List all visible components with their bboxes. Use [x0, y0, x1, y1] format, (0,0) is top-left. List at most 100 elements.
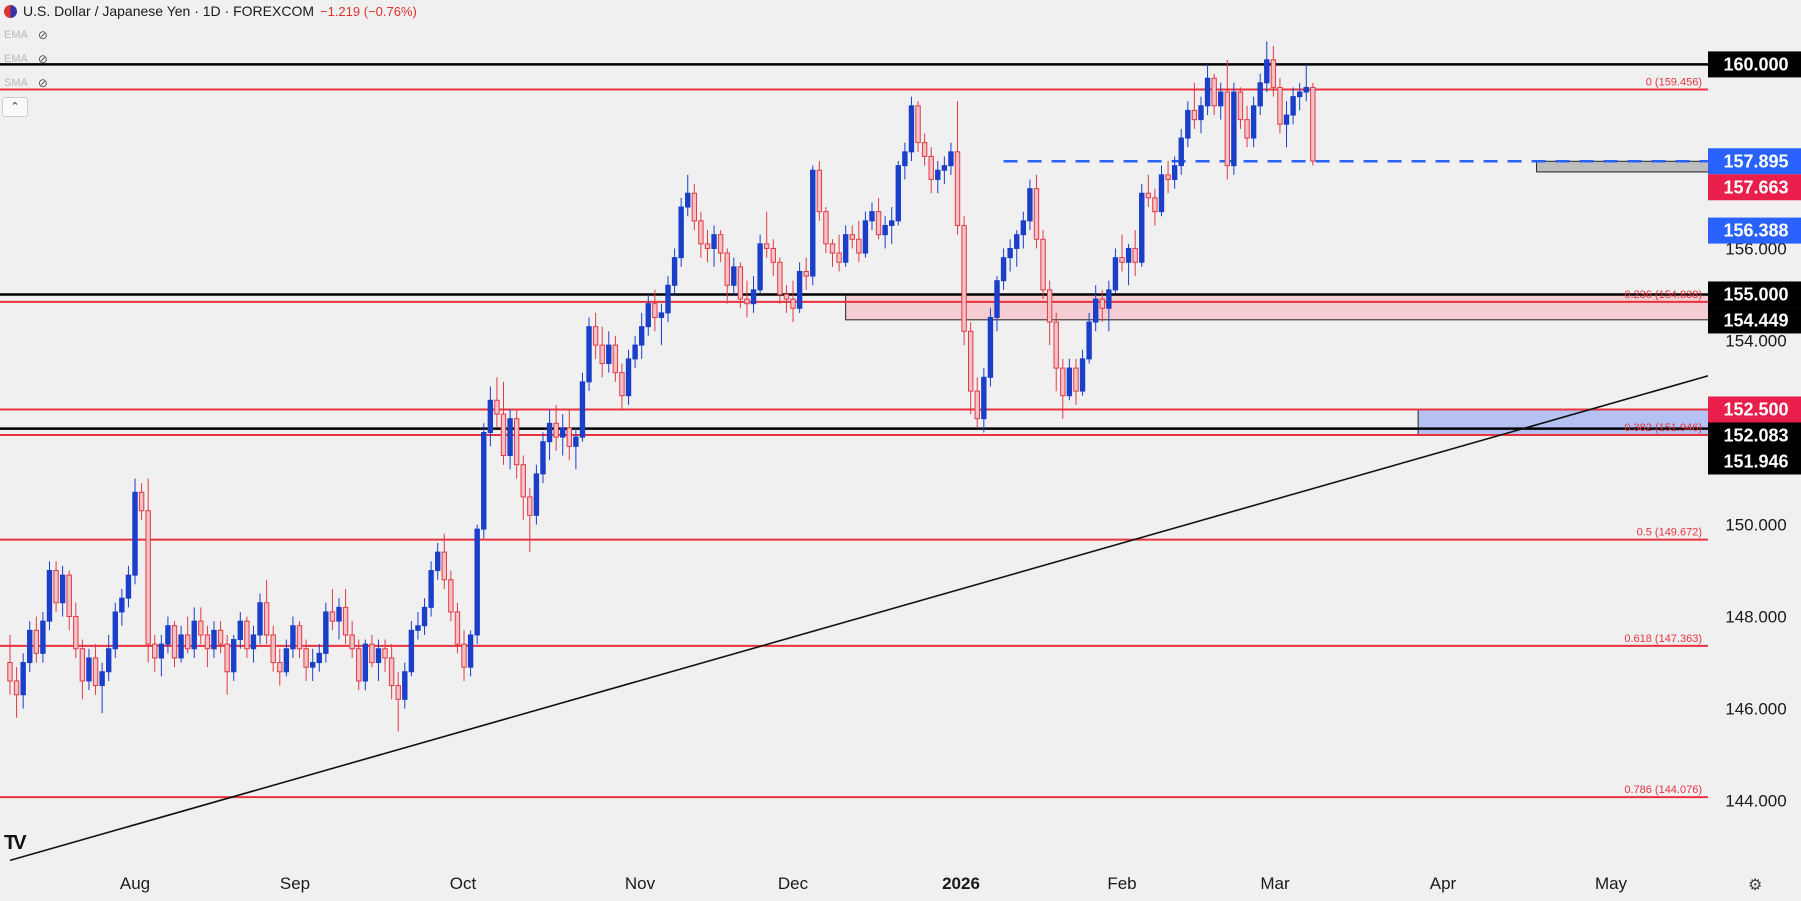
- candle: [606, 331, 612, 373]
- candle-body: [1257, 82, 1263, 107]
- indicator-sma[interactable]: SMA ⊘: [4, 76, 48, 90]
- price-label-box: [1708, 217, 1801, 244]
- candle-body: [586, 326, 592, 383]
- candle: [586, 317, 592, 392]
- candle: [435, 542, 441, 580]
- candle: [540, 432, 546, 484]
- time-tick-label: Nov: [625, 874, 656, 893]
- candle-body: [1007, 247, 1013, 259]
- candle-body: [691, 192, 698, 222]
- price-label-box: [1708, 174, 1801, 201]
- candle-body: [1125, 247, 1132, 263]
- candle-body: [823, 211, 829, 245]
- collapse-legend-button[interactable]: ⌃: [2, 97, 28, 117]
- candle: [395, 671, 401, 732]
- symbol-title[interactable]: U.S. Dollar / Japanese Yen · 1D · FOREXC…: [23, 3, 314, 19]
- candle: [560, 414, 566, 456]
- candle: [362, 639, 369, 691]
- candle-body: [770, 247, 776, 263]
- candle: [744, 280, 750, 318]
- candle-body: [704, 243, 711, 249]
- candle-body: [1145, 192, 1152, 199]
- symbol-flag-icon: [4, 4, 17, 18]
- candle: [277, 648, 283, 686]
- candle-body: [1066, 367, 1073, 397]
- candle: [257, 593, 263, 645]
- candle: [204, 625, 211, 668]
- eye-hidden-icon[interactable]: ⊘: [37, 28, 48, 42]
- candle-body: [20, 662, 26, 696]
- candle-body: [309, 662, 316, 668]
- candle-body: [513, 418, 520, 466]
- candle: [566, 409, 572, 461]
- candle: [152, 634, 158, 672]
- candle: [895, 161, 901, 226]
- candle: [1106, 280, 1112, 332]
- time-tick-label: Feb: [1107, 874, 1136, 893]
- candle: [948, 142, 954, 175]
- chart-header: U.S. Dollar / Japanese Yen · 1D · FOREXC…: [4, 3, 417, 19]
- candle: [40, 611, 46, 663]
- tradingview-logo-icon[interactable]: TV: [4, 832, 26, 854]
- candle: [33, 616, 40, 663]
- candle-body: [842, 234, 849, 263]
- candle: [533, 464, 540, 525]
- candle: [145, 478, 151, 663]
- candle: [994, 276, 1000, 332]
- price-label: 155.000: [1708, 281, 1801, 308]
- candle: [961, 216, 967, 346]
- time-tick-label: Dec: [778, 874, 809, 893]
- candle: [764, 211, 770, 258]
- candle-body: [1132, 247, 1138, 263]
- consolidation-zone: [1536, 160, 1801, 173]
- candle-body: [1119, 257, 1125, 263]
- candle-body: [652, 303, 658, 318]
- candle: [678, 197, 684, 267]
- candle-body: [546, 422, 553, 443]
- price-label-box: [1708, 396, 1801, 423]
- candle: [211, 621, 217, 658]
- candle-body: [1158, 174, 1165, 213]
- candle: [652, 289, 658, 332]
- fib-label: 0.618 (147.363): [1624, 633, 1702, 645]
- candle: [119, 588, 125, 626]
- candle: [658, 303, 665, 346]
- price-label-box: [1708, 281, 1801, 308]
- candle-body: [316, 652, 322, 664]
- candle-body: [402, 671, 408, 700]
- eye-hidden-icon[interactable]: ⊘: [37, 52, 48, 66]
- candle: [1264, 41, 1270, 93]
- candle-body: [520, 464, 526, 498]
- candle-body: [441, 551, 447, 581]
- candle-body: [1046, 289, 1053, 323]
- candle-body: [1020, 220, 1027, 236]
- indicator-ema-2[interactable]: EMA ⊘: [4, 52, 48, 66]
- candle-body: [796, 270, 803, 309]
- candle: [1224, 59, 1230, 180]
- candle-body: [1027, 188, 1033, 222]
- price-change: −1.219 (−0.76%): [320, 3, 417, 19]
- candle-body: [250, 634, 257, 650]
- candle-body: [698, 220, 704, 245]
- candle: [59, 565, 66, 617]
- candle: [244, 616, 250, 658]
- price-label-text: 154.449: [1723, 310, 1788, 330]
- indicator-ema-1[interactable]: EMA ⊘: [4, 28, 48, 42]
- time-tick-label: Apr: [1430, 874, 1457, 893]
- candle-body: [277, 662, 283, 673]
- candle-body: [540, 441, 546, 475]
- candle: [967, 322, 974, 415]
- candle-body: [1086, 321, 1092, 360]
- candle: [1139, 184, 1145, 267]
- candle-body: [435, 551, 441, 572]
- candle: [1165, 161, 1171, 194]
- candle: [1000, 248, 1007, 290]
- candle: [1066, 358, 1073, 401]
- candle: [158, 634, 165, 677]
- candle: [553, 404, 559, 451]
- eye-hidden-icon[interactable]: ⊘: [37, 76, 48, 90]
- settings-gear-icon[interactable]: ⚙: [1748, 877, 1763, 894]
- candle: [928, 147, 934, 194]
- candle: [79, 639, 86, 700]
